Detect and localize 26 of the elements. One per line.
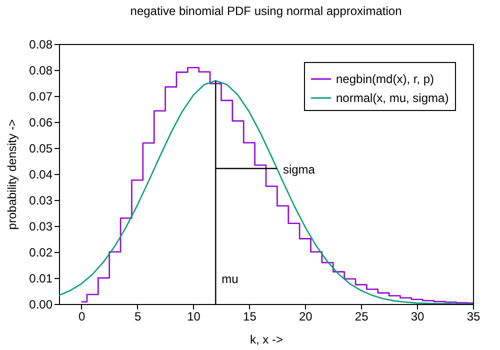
x-axis-title: k, x -> — [250, 332, 284, 346]
y-tick-label: 0.00 — [29, 298, 53, 312]
x-tick-label: 30 — [410, 310, 425, 324]
chart-title: negative binomial PDF using normal approximation — [130, 4, 402, 18]
y-tick-label: 0.02 — [29, 246, 53, 260]
y-tick-label: 0.03 — [29, 220, 53, 234]
y-tick-label: 0.07 — [29, 90, 53, 104]
x-tick-label: 10 — [187, 310, 201, 324]
x-tick-label: 0 — [78, 310, 86, 324]
legend-label: normal(x, mu, sigma) — [336, 91, 449, 105]
x-tick-label: 35 — [466, 310, 480, 324]
annotation: sigma — [282, 162, 316, 176]
y-tick-label: 0.08 — [29, 64, 53, 78]
y-tick-label: 0.01 — [29, 272, 53, 286]
annotation: mu — [222, 272, 238, 286]
x-tick-label: 20 — [298, 310, 313, 324]
x-tick-label: 15 — [243, 310, 257, 324]
legend-label: negbin(md(x), r, p) — [336, 72, 434, 86]
y-axis-title: probability density -> — [5, 119, 20, 230]
x-tick-label: 5 — [134, 310, 142, 324]
y-tick-label: 0.06 — [29, 116, 53, 130]
y-tick-label: 0.05 — [29, 142, 53, 156]
x-tick-label: 25 — [354, 310, 369, 324]
y-tick-label: 0.03 — [29, 194, 53, 208]
y-tick-label: 0.04 — [29, 168, 53, 182]
y-tick-label: 0.08 — [29, 38, 53, 52]
